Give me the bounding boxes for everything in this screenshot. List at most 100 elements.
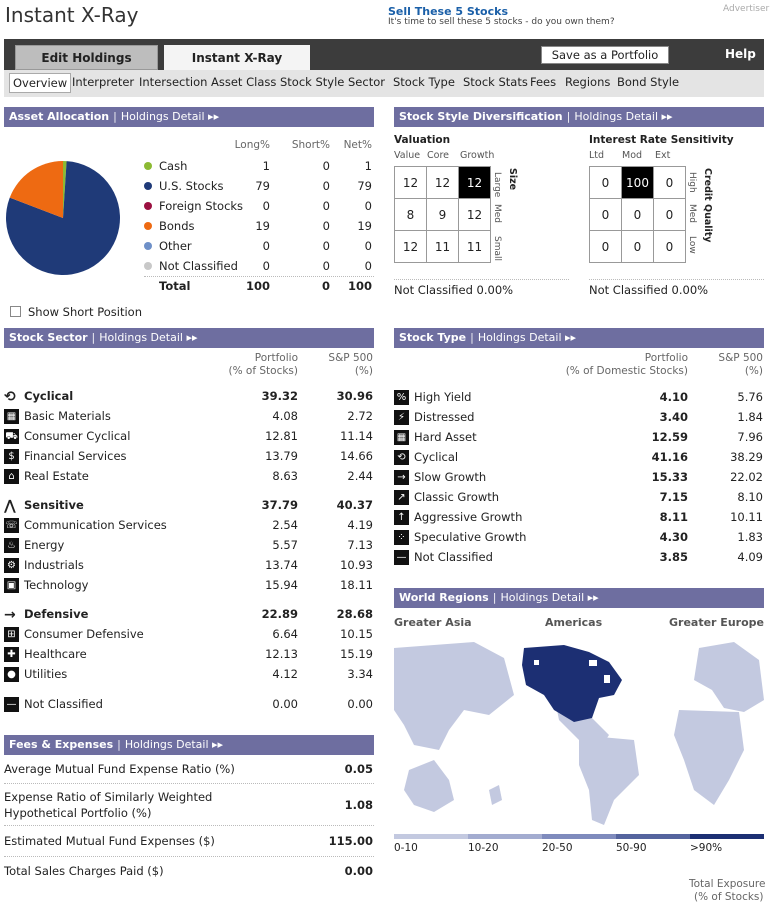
valuation-cell: 12 [394, 230, 427, 263]
interest-cell: 0 [589, 166, 622, 199]
not-classified-icon: — [4, 697, 19, 712]
cyclical-icon: ⟲ [394, 450, 409, 465]
subnav-bond-style[interactable]: Bond Style [617, 75, 680, 89]
valuation-col-growth: Growth [460, 150, 495, 161]
distressed-icon: ⚡ [394, 410, 409, 425]
consumer-cyclical-icon: ⛟ [4, 429, 19, 444]
legend-swatch-90 [690, 834, 764, 839]
aa-col-long: Long% [234, 139, 270, 151]
type-sp500: 22.02 [730, 470, 763, 484]
interest-grid: 0 100 0 0 0 0 0 0 0 [589, 166, 686, 263]
aa-short-value: 0 [322, 239, 330, 253]
sector-group-icon: → [4, 607, 16, 623]
stock-type-holdings-link[interactable]: Holdings Detail ▸▸ [477, 331, 577, 344]
sector-group-sp500: 40.37 [336, 498, 373, 512]
sector-portfolio: 8.63 [272, 469, 298, 483]
help-link[interactable]: Help [725, 47, 756, 61]
valuation-cell: 12 [426, 166, 459, 199]
legend-label: >90% [690, 842, 723, 854]
subnav-regions[interactable]: Regions [565, 75, 611, 89]
slow-growth-icon: → [394, 470, 409, 485]
sector-group-icon: ⟲ [4, 389, 16, 405]
subnav-interpreter[interactable]: Interpreter [72, 75, 135, 89]
stock-type-header: Stock Type | Holdings Detail ▸▸ [394, 328, 764, 348]
subnav-fees[interactable]: Fees [530, 75, 557, 89]
sector-consumer-cyclical: Consumer Cyclical [24, 429, 131, 443]
sector-sp500: 3.34 [347, 667, 373, 681]
world-regions-holdings-link[interactable]: Holdings Detail ▸▸ [500, 591, 599, 604]
valuation-cell: 8 [394, 198, 427, 231]
subnav-sector[interactable]: Sector [348, 75, 385, 89]
subnav-stock-style[interactable]: Stock Style [280, 75, 345, 89]
legend-dot-other [144, 242, 152, 250]
legend-swatch-0-10 [394, 834, 468, 839]
valuation-col-core: Core [427, 150, 449, 161]
subnav-overview[interactable]: Overview [9, 73, 72, 93]
valuation-cell: 11 [458, 230, 491, 263]
fee-label: Total Sales Charges Paid ($) [4, 864, 164, 878]
sector-col-sp500: S&P 500 [328, 352, 373, 364]
asset-allocation-holdings-link[interactable]: Holdings Detail ▸▸ [120, 110, 220, 123]
sector-real-estate: Real Estate [24, 469, 89, 483]
holdings-detail-label: Holdings Detail [124, 738, 209, 751]
stock-sector-title: Stock Sector [9, 331, 88, 344]
tab-edit-holdings-label: Edit Holdings [41, 51, 132, 65]
valuation-row-large: Large [492, 172, 502, 198]
aa-short-value: 0 [322, 199, 330, 213]
save-portfolio-button[interactable]: Save as a Portfolio [541, 46, 669, 64]
holdings-detail-label: Holdings Detail [574, 110, 659, 123]
aa-long-value: 1 [262, 159, 270, 173]
subnav-stock-stats[interactable]: Stock Stats [463, 75, 528, 89]
sector-group-defensive: Defensive [24, 607, 89, 621]
tab-instant-xray[interactable]: Instant X-Ray [164, 45, 310, 70]
subnav-asset-class[interactable]: Asset Class [211, 75, 277, 89]
asset-allocation-pie [5, 161, 121, 275]
speculative-growth-icon: ⁘ [394, 530, 409, 545]
stock-sector-holdings-link[interactable]: Holdings Detail ▸▸ [99, 331, 198, 344]
interest-not-classified: Not Classified 0.00% [589, 283, 709, 297]
type-sp500: 4.09 [737, 550, 763, 564]
fee-value: 0.00 [344, 864, 373, 878]
sector-group-cyclical: Cyclical [24, 389, 74, 403]
fee-label: Expense Ratio of Similarly Weighted [4, 790, 213, 804]
interest-cell: 0 [653, 166, 686, 199]
interest-row-low: Low [687, 236, 697, 254]
sector-col-portfolio: Portfolio [254, 352, 298, 364]
interest-cell: 0 [589, 230, 622, 263]
consumer-defensive-icon: ⊞ [4, 627, 19, 642]
stock-sector-header: Stock Sector | Holdings Detail ▸▸ [4, 328, 374, 348]
fees-header: Fees & Expenses | Holdings Detail ▸▸ [4, 735, 374, 755]
advertiser-label: Advertiser [723, 4, 770, 14]
stock-style-holdings-link[interactable]: Holdings Detail ▸▸ [574, 110, 673, 123]
aa-row-label: Cash [159, 159, 188, 173]
aa-short-value: 0 [322, 179, 330, 193]
region-greater-asia: Greater Asia [394, 616, 472, 629]
sector-group-portfolio: 22.89 [261, 607, 298, 621]
legend-swatch-10-20 [468, 834, 542, 839]
interest-title: Interest Rate Sensitivity [589, 134, 734, 146]
valuation-side-label: Size [507, 168, 518, 191]
aa-net-value: 1 [364, 159, 372, 173]
holdings-detail-label: Holdings Detail [99, 331, 183, 344]
ad-headline[interactable]: Sell These 5 Stocks [388, 5, 508, 18]
subnav-intersection[interactable]: Intersection [139, 75, 208, 89]
total-exposure-label: Total Exposure [689, 878, 766, 890]
show-short-checkbox[interactable] [10, 306, 21, 317]
interest-divider [589, 279, 764, 280]
valuation-cell: 11 [426, 230, 459, 263]
sector-sp500: 4.19 [347, 518, 373, 532]
interest-col-mod: Mod [622, 150, 643, 161]
sector-financial-services: Financial Services [24, 449, 127, 463]
interest-row-med: Med [687, 204, 697, 224]
tab-edit-holdings[interactable]: Edit Holdings [15, 45, 158, 70]
fees-holdings-link[interactable]: Holdings Detail ▸▸ [124, 738, 224, 751]
fee-label-line2: Hypothetical Portfolio (%) [4, 806, 152, 820]
type-portfolio: 3.85 [659, 550, 688, 564]
aa-row-label: Not Classified [159, 259, 238, 273]
sector-not-classified: Not Classified [24, 697, 103, 711]
type-portfolio: 4.10 [659, 390, 688, 404]
high-yield-icon: % [394, 390, 409, 405]
sector-industrials: Industrials [24, 558, 84, 572]
world-regions-header: World Regions | Holdings Detail ▸▸ [394, 588, 764, 608]
subnav-stock-type[interactable]: Stock Type [393, 75, 455, 89]
